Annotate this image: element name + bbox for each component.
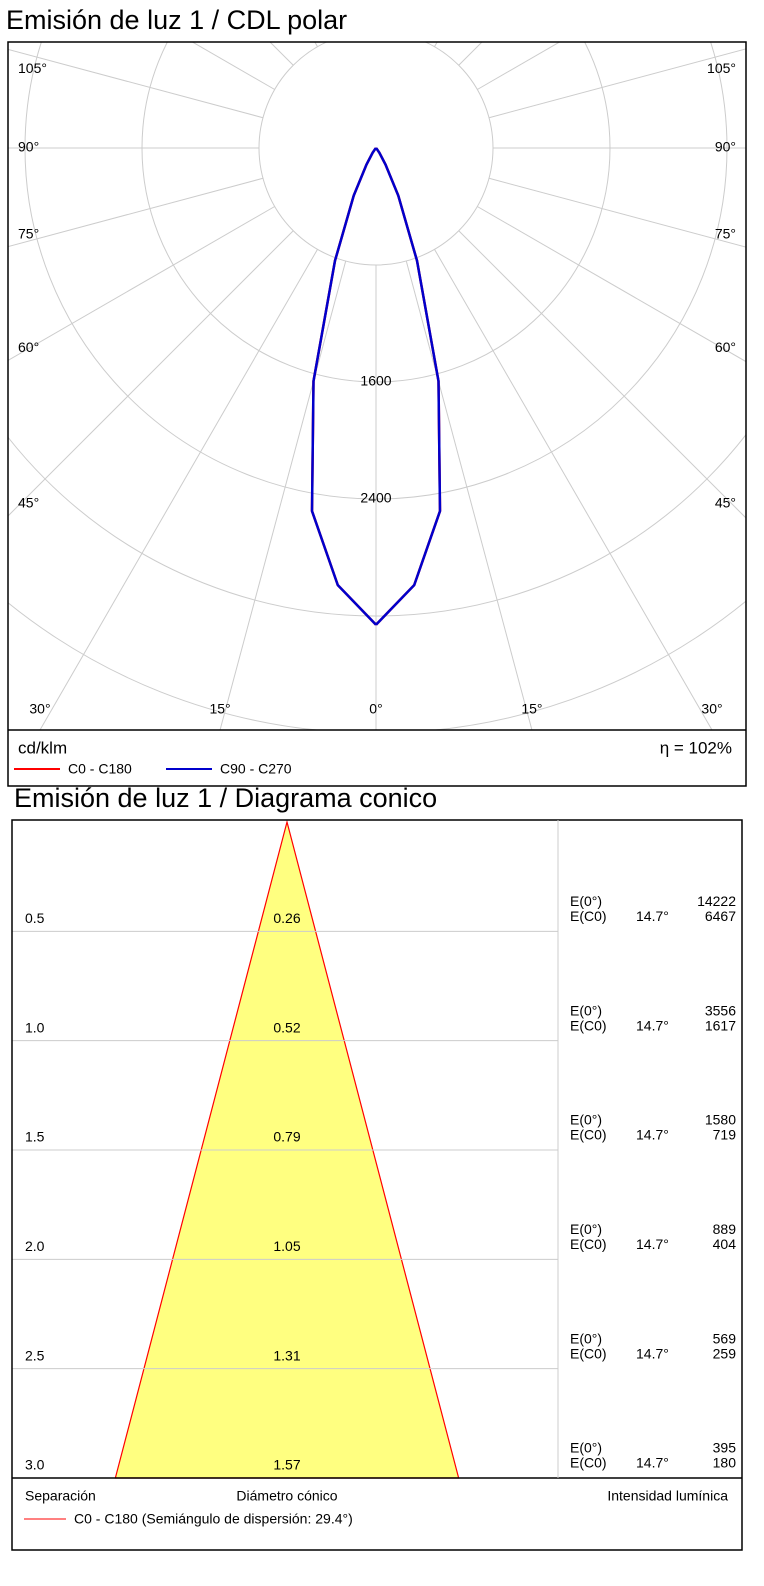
ec0-label: E(C0)	[570, 1127, 607, 1143]
angle-label: 75°	[715, 225, 736, 241]
angle-label: 90°	[18, 139, 39, 155]
angle-label: 30°	[701, 701, 722, 717]
radial-line	[8, 48, 264, 119]
legend-label: C0 - C180 (Semiángulo de dispersión: 29.…	[74, 1511, 353, 1527]
ec0-label: E(C0)	[570, 1017, 607, 1033]
radial-line	[219, 260, 347, 730]
footer-label: Separación	[25, 1488, 96, 1504]
e0-label: E(0°)	[570, 893, 602, 909]
radial-line	[406, 0, 686, 35]
e0-value: 14222	[697, 893, 736, 909]
unit: cd/klm	[18, 738, 67, 757]
e0-label: E(0°)	[570, 1221, 602, 1237]
ec0-label: E(C0)	[570, 908, 607, 924]
polar-frame	[7, 41, 747, 787]
e0-value: 569	[713, 1330, 737, 1346]
e0-value: 889	[713, 1221, 737, 1237]
diameter-label: 1.57	[273, 1457, 300, 1473]
distance-label: 2.5	[25, 1347, 45, 1363]
angle-label: 45°	[715, 495, 736, 511]
angle-label: 15°	[209, 701, 230, 717]
grid-circle	[0, 0, 764, 967]
footer-label: Diámetro cónico	[236, 1488, 337, 1504]
radial-line	[434, 249, 713, 730]
distance-label: 0.5	[25, 910, 45, 926]
radial-line	[39, 249, 318, 730]
angle-label: 60°	[18, 339, 39, 355]
angle-label: 14.7°	[636, 1236, 669, 1252]
legend-label: C0 - C180	[68, 761, 132, 777]
angle-label: 105°	[707, 60, 736, 76]
ec0-value: 180	[713, 1455, 737, 1471]
e0-value: 1580	[705, 1112, 736, 1128]
distance-label: 1.5	[25, 1129, 45, 1145]
radial-line	[8, 230, 294, 517]
radial-line	[8, 206, 275, 362]
chart-title: Emisión de luz 1 / CDL polar	[6, 5, 347, 35]
angle-label: 105°	[18, 60, 47, 76]
radial-line	[488, 177, 746, 248]
radial-line	[458, 42, 483, 66]
distance-label: 1.0	[25, 1019, 45, 1035]
distance-label: 3.0	[25, 1457, 45, 1473]
angle-label: 14.7°	[636, 908, 669, 924]
angle-label: 45°	[18, 495, 39, 511]
grid-circle	[0, 0, 764, 850]
angle-label: 14.7°	[636, 1455, 669, 1471]
ec0-label: E(C0)	[570, 1345, 607, 1361]
diameter-label: 1.05	[273, 1238, 300, 1254]
efficiency: η = 102%	[660, 738, 732, 757]
radial-line	[458, 230, 746, 519]
polar-curves	[310, 147, 442, 626]
r-tick-label: 2400	[360, 490, 391, 506]
radial-line	[405, 260, 533, 730]
e0-label: E(0°)	[570, 1440, 602, 1456]
e0-value: 3556	[705, 1002, 736, 1018]
angle-label: 75°	[18, 225, 39, 241]
distance-label: 2.0	[25, 1238, 45, 1254]
angle-label: 14.7°	[636, 1345, 669, 1361]
angle-label: 0°	[369, 701, 382, 717]
diameter-label: 0.79	[273, 1129, 300, 1145]
radial-line	[434, 42, 438, 47]
angle-label: 30°	[29, 701, 50, 717]
angle-label: 90°	[715, 139, 736, 155]
e0-label: E(0°)	[570, 1330, 602, 1346]
angle-label: 15°	[521, 701, 542, 717]
polar-grid	[0, 0, 764, 967]
grid-circle	[8, 600, 746, 730]
e0-label: E(0°)	[570, 1002, 602, 1018]
diameter-label: 1.31	[273, 1347, 300, 1363]
ec0-label: E(C0)	[570, 1236, 607, 1252]
radial-line	[488, 48, 746, 119]
radial-line	[8, 177, 264, 248]
cone-frame	[11, 819, 743, 1551]
ec0-value: 6467	[705, 908, 736, 924]
ec0-value: 404	[713, 1236, 737, 1252]
angle-label: 14.7°	[636, 1017, 669, 1033]
diameter-label: 0.52	[273, 1019, 300, 1035]
diameter-label: 0.26	[273, 910, 300, 926]
curve	[310, 147, 377, 626]
radial-line	[477, 206, 746, 363]
chart-title: Emisión de luz 1 / Diagrama conico	[14, 783, 437, 813]
angle-label: 60°	[715, 339, 736, 355]
ec0-value: 719	[713, 1127, 737, 1143]
r-tick-label: 1600	[360, 373, 391, 389]
e0-value: 395	[713, 1440, 737, 1456]
ec0-label: E(C0)	[570, 1455, 607, 1471]
angle-label: 14.7°	[636, 1127, 669, 1143]
grid-circle	[8, 433, 746, 617]
e0-label: E(0°)	[570, 1112, 602, 1128]
ec0-value: 259	[713, 1345, 737, 1361]
legend-label: C90 - C270	[220, 761, 292, 777]
ec0-value: 1617	[705, 1017, 736, 1033]
footer-label: Intensidad lumínica	[607, 1488, 728, 1504]
curve	[375, 147, 442, 626]
